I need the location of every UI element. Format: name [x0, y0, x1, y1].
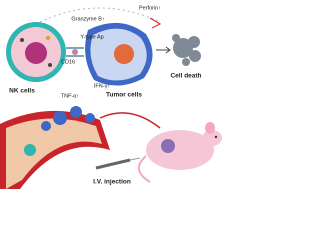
- mouse-tail: [138, 155, 151, 183]
- mouse-eye: [214, 135, 218, 139]
- vessel-line: [99, 112, 161, 129]
- label: Granzyme B↑: [71, 16, 105, 22]
- mouse-body: [146, 130, 214, 170]
- label: Tumor cells: [106, 92, 142, 99]
- illustration: Perforin↑ Granzyme B↑ Y-type Ap CD16 IFN…: [0, 5, 222, 189]
- label: Perforin↑: [139, 5, 161, 11]
- label: IFN-γ↑: [94, 83, 110, 89]
- label: Cell death: [170, 73, 201, 80]
- nk-nucleus: [25, 42, 47, 64]
- mouse-ear: [205, 122, 215, 134]
- cells-in-vessel: [41, 106, 95, 131]
- vessel-lumen: [6, 118, 102, 189]
- label: TNF-α↑: [61, 93, 80, 99]
- arrow: [165, 46, 171, 54]
- label: Y-type Ap: [80, 34, 103, 40]
- syringe: [95, 158, 131, 170]
- granule: [48, 63, 52, 67]
- receptor: [66, 47, 84, 57]
- granule: [46, 36, 50, 40]
- needle: [129, 157, 141, 161]
- tumor-nucleus: [114, 44, 134, 64]
- tumor: [161, 139, 175, 153]
- label: I.V. injection: [93, 179, 131, 186]
- aptamer: [72, 49, 78, 55]
- label: NK cells: [9, 88, 35, 95]
- label: CD16: [61, 59, 75, 65]
- arrow: [149, 17, 162, 29]
- mouse-head: [202, 130, 222, 146]
- dead-cell: [172, 34, 201, 66]
- granule: [20, 38, 24, 42]
- nk-in-vessel: [24, 144, 36, 156]
